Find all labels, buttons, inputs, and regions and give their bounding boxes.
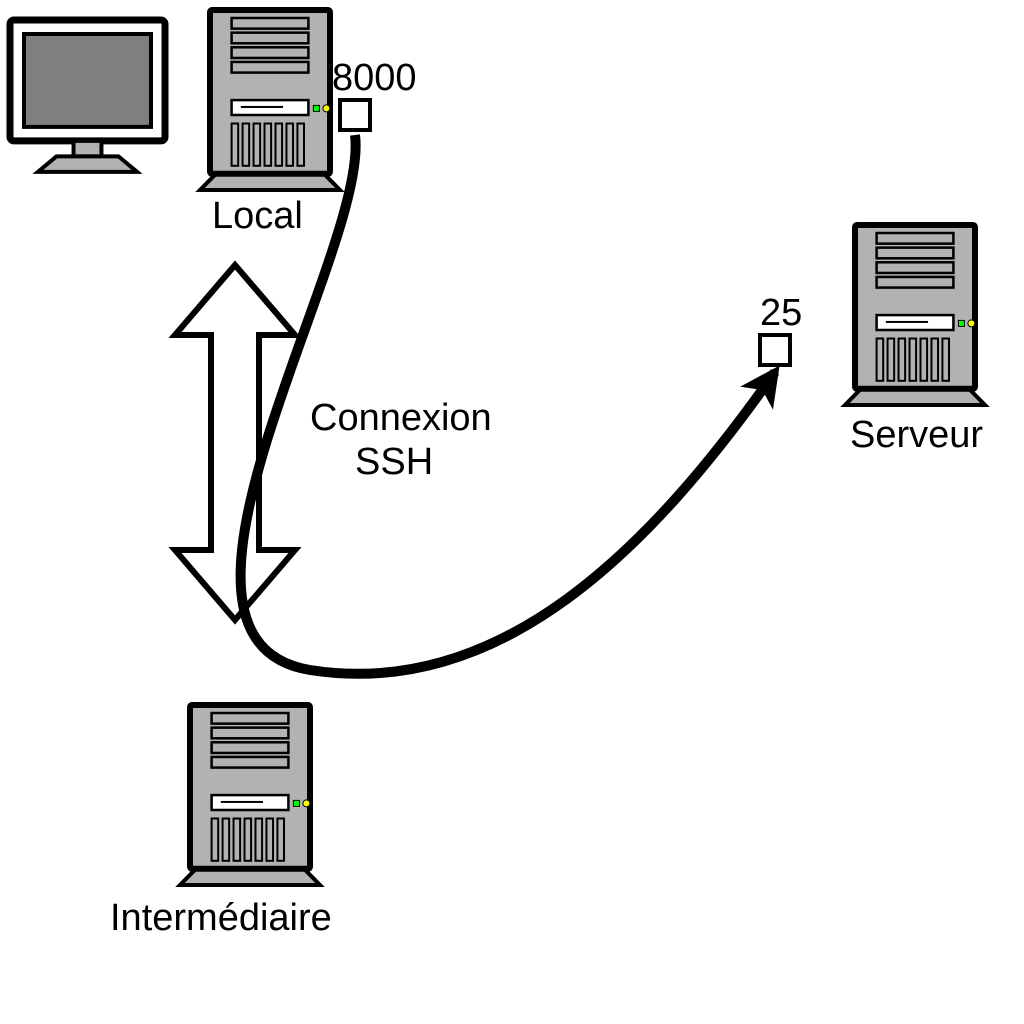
local-port-label: 8000: [332, 57, 417, 99]
server-port-icon: [760, 335, 790, 365]
local-port-icon: [340, 100, 370, 130]
server-port-label: 25: [760, 292, 802, 334]
serveur-tower-icon: [845, 225, 985, 405]
local-tower-icon: [200, 10, 340, 190]
intermediaire-tower-icon: [180, 705, 320, 885]
intermediaire-label: Intermédiaire: [110, 897, 332, 939]
diagram-background: [0, 0, 1024, 1024]
ssh-label-line1: Connexion: [310, 397, 492, 439]
ssh-label-line2: SSH: [355, 441, 433, 483]
serveur-label: Serveur: [850, 414, 983, 456]
local-label: Local: [212, 195, 303, 237]
